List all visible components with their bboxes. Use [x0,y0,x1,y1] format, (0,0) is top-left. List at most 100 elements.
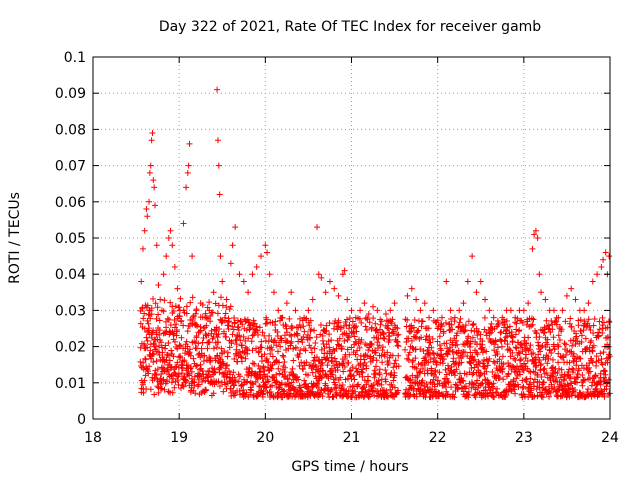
data-point [264,249,271,256]
data-point [301,328,308,335]
y-tick-label: 0.08 [55,122,86,138]
data-point [276,370,283,377]
data-point [598,356,605,363]
data-point [451,314,458,321]
data-point [486,330,493,337]
data-point [395,363,402,370]
data-point [589,348,596,355]
data-point [321,345,328,352]
data-point [232,379,239,386]
data-point [223,333,230,340]
data-point [469,322,476,329]
data-point [160,356,167,363]
data-point [148,137,155,144]
data-point [591,316,598,323]
data-point [486,355,493,362]
data-point [520,383,527,390]
data-point [177,295,184,302]
data-point [147,162,154,169]
data-point [292,344,299,351]
data-point [596,318,603,325]
data-point [516,357,523,364]
data-point [555,332,562,339]
data-point [518,356,525,363]
data-point [242,355,249,362]
data-point [601,393,608,400]
data-point [238,342,245,349]
data-point [288,289,295,296]
data-point [586,323,593,330]
data-point [376,371,383,378]
data-point [393,390,400,397]
data-point [579,382,586,389]
data-point [561,373,568,380]
data-point [439,360,446,367]
data-point [411,379,418,386]
data-point [352,351,359,358]
data-point [566,366,573,373]
data-point [283,300,290,307]
data-point [590,322,597,329]
data-point [137,358,144,365]
data-point [216,326,223,333]
data-point [346,315,353,322]
data-point [317,331,324,338]
data-point [324,362,331,369]
data-point [187,352,194,359]
data-point [438,323,445,330]
data-point [517,371,524,378]
data-point [357,307,364,314]
data-point [236,332,243,339]
data-point [420,348,427,355]
data-point [270,289,277,296]
data-point [365,311,372,318]
data-point [174,285,181,292]
data-point [568,285,575,292]
data-point [550,307,557,314]
data-point [457,315,464,322]
data-point [574,379,581,386]
data-point [349,364,356,371]
data-point [183,303,190,310]
data-point [262,337,269,344]
data-point [196,328,203,335]
data-point [413,296,420,303]
data-point [146,325,153,332]
data-point [164,367,171,374]
data-point [410,391,417,398]
data-point [260,363,267,370]
data-point [342,319,349,326]
data-point [154,366,161,373]
data-point [364,316,371,323]
data-point [229,331,236,338]
data-point [375,345,382,352]
data-point [215,339,222,346]
data-point [150,177,157,184]
data-point [411,316,418,323]
data-point [300,366,307,373]
data-point [482,296,489,303]
data-point [402,346,409,353]
data-point [434,377,441,384]
data-point [469,371,476,378]
data-point [364,352,371,359]
data-point [577,316,584,323]
data-point [367,342,374,349]
data-point [318,375,325,382]
data-point [259,358,266,365]
data-point [276,359,283,366]
data-point [383,370,390,377]
data-point [210,390,217,397]
data-point [466,343,473,350]
data-point [482,376,489,383]
data-point [169,303,176,310]
x-tick-label: 18 [84,430,102,446]
data-point [207,313,214,320]
data-point [161,297,168,304]
data-point [315,271,322,278]
data-point [430,350,437,357]
data-point [374,307,381,314]
data-point [513,320,520,327]
data-point [568,380,575,387]
data-point [403,386,410,393]
